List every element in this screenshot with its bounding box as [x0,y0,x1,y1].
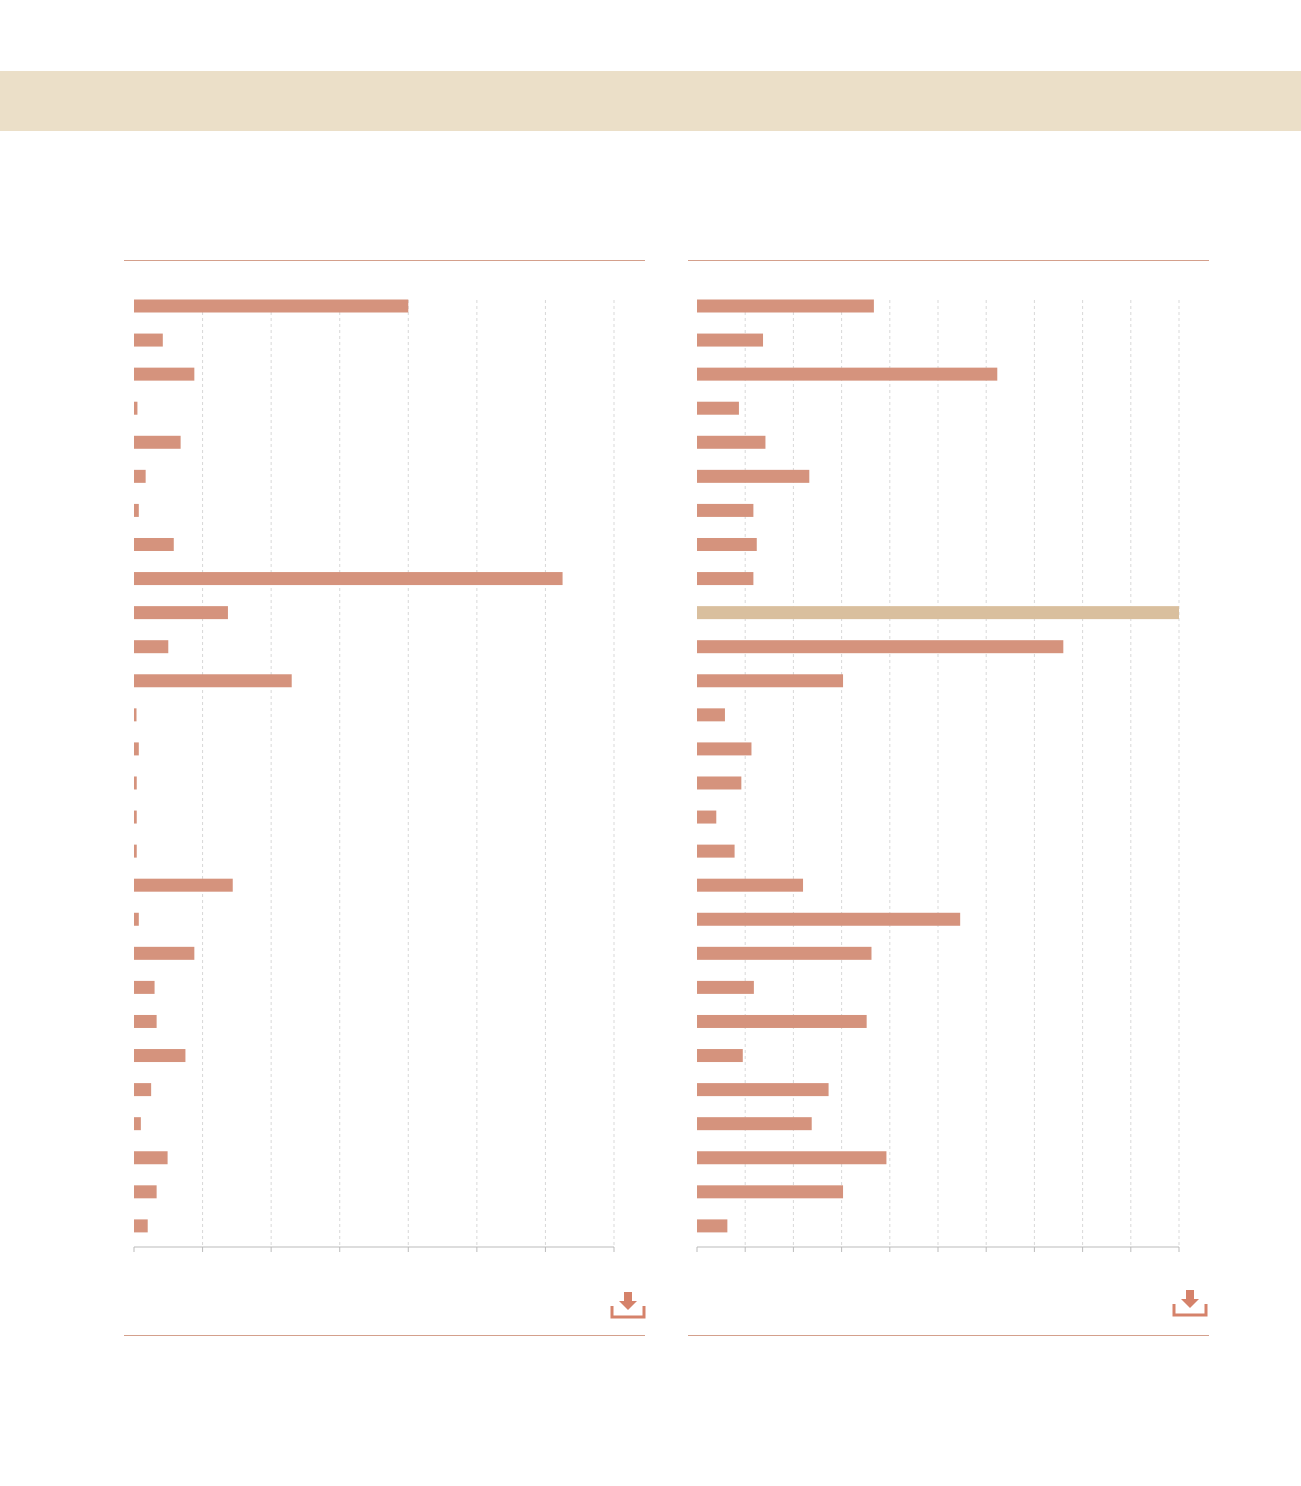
bar [134,980,155,994]
panel-bottom-rule [124,1335,645,1336]
bar [697,537,757,551]
bar [697,606,1179,620]
bar [134,776,137,790]
bar [697,640,1064,654]
bar [134,606,228,620]
bar [134,1151,168,1165]
bar [697,469,810,483]
bar [697,503,754,517]
bar [697,776,742,790]
bar [134,878,233,892]
bar [697,912,961,926]
bar [134,299,409,313]
bar [697,946,872,960]
bar [134,946,195,960]
bar-chart-right [696,299,1180,1252]
bar [697,1151,887,1165]
chart-panel-right [688,260,1209,1337]
bar [134,640,169,654]
download-button[interactable] [1172,1288,1208,1318]
bar-chart-left [133,299,615,1252]
download-icon [610,1292,646,1319]
bar [697,333,764,347]
bar [697,1014,867,1028]
bar [134,401,138,415]
bar [697,878,804,892]
bar [697,435,766,449]
bar [134,1049,186,1063]
bar [697,844,735,858]
bar [134,503,139,517]
bar [134,1185,157,1199]
bar [697,1117,812,1131]
bar [134,1014,157,1028]
bar [134,469,146,483]
bar [134,1083,152,1097]
bar [134,1219,148,1233]
bar [134,742,139,756]
bar [697,742,752,756]
download-icon [1172,1290,1208,1317]
bar [697,1219,728,1233]
bar [134,367,195,381]
bar [134,1117,141,1131]
chart-panel-left [124,260,646,1337]
bar [697,299,874,313]
panel-bottom-rule [688,1335,1209,1336]
bar [697,1049,743,1063]
bar [134,435,181,449]
bar [134,333,163,347]
bar [134,810,137,824]
bar [134,912,139,926]
bar [134,572,563,586]
bar [697,367,998,381]
bar [697,401,739,415]
header-banner [0,71,1301,131]
bar [134,708,137,722]
panel-top-rule [124,260,645,261]
bar [697,674,844,688]
bar [697,1083,829,1097]
download-button[interactable] [610,1290,646,1320]
panel-top-rule [688,260,1209,261]
bar [134,844,137,858]
bar [697,810,717,824]
bar [697,572,754,586]
bar [697,1185,844,1199]
bar [697,708,725,722]
bar [697,980,754,994]
bar [134,537,174,551]
bar [134,674,292,688]
